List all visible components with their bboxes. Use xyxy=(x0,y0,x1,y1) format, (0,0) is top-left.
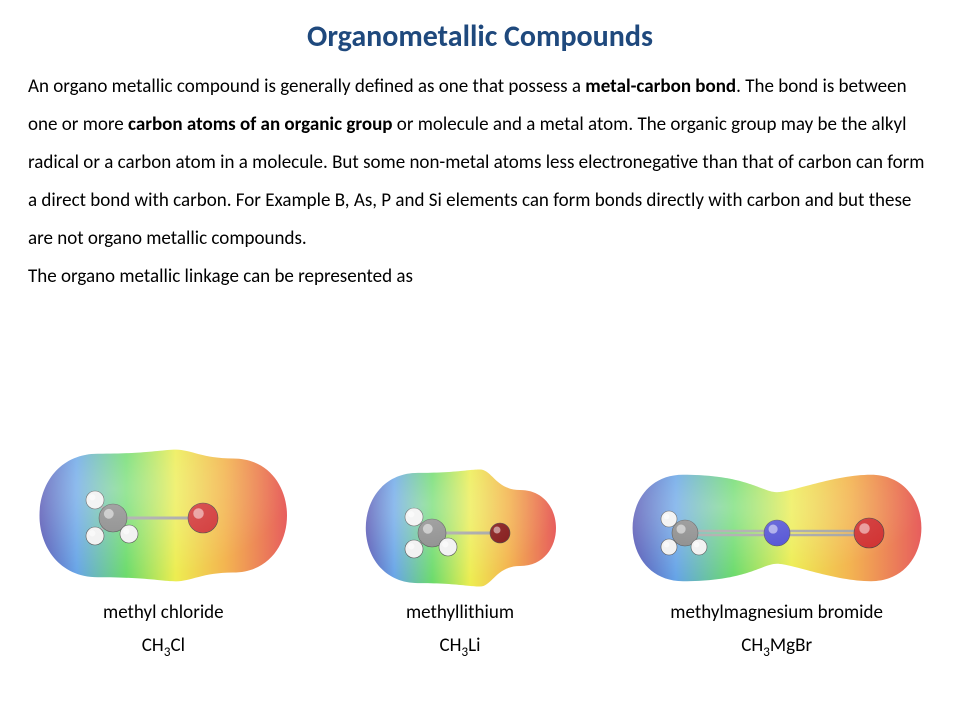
molecule-formula: CH3MgBr xyxy=(741,634,812,660)
body-span: The organo metallic linkage can be repre… xyxy=(28,265,413,288)
body-bold: metal-carbon bond xyxy=(585,75,736,98)
molecule-name: methylmagnesium bromide xyxy=(670,601,883,624)
molecule-formula: CH3Li xyxy=(439,634,480,660)
molecule-name: methyl chloride xyxy=(103,601,224,624)
molecule-diagram-icon xyxy=(360,463,560,593)
molecule-diagram-icon xyxy=(33,438,293,593)
molecule-formula: CH3Cl xyxy=(142,634,185,660)
molecule-figure: methyllithium CH3Li xyxy=(360,463,560,660)
body-span: An organo metallic compound is generally… xyxy=(28,75,585,98)
molecule-figure: methyl chloride CH3Cl xyxy=(33,438,293,660)
molecule-diagram-icon xyxy=(627,463,927,593)
body-text: An organo metallic compound is generally… xyxy=(28,68,932,296)
molecule-figures: methyl chloride CH3Cl methyllithium CH3Li xyxy=(0,400,960,660)
molecule-figure: methylmagnesium bromide CH3MgBr xyxy=(627,463,927,660)
slide-title: Organometallic Compounds xyxy=(0,18,960,55)
molecule-name: methyllithium xyxy=(406,601,514,624)
body-bold: carbon atoms of an organic group xyxy=(128,113,392,136)
